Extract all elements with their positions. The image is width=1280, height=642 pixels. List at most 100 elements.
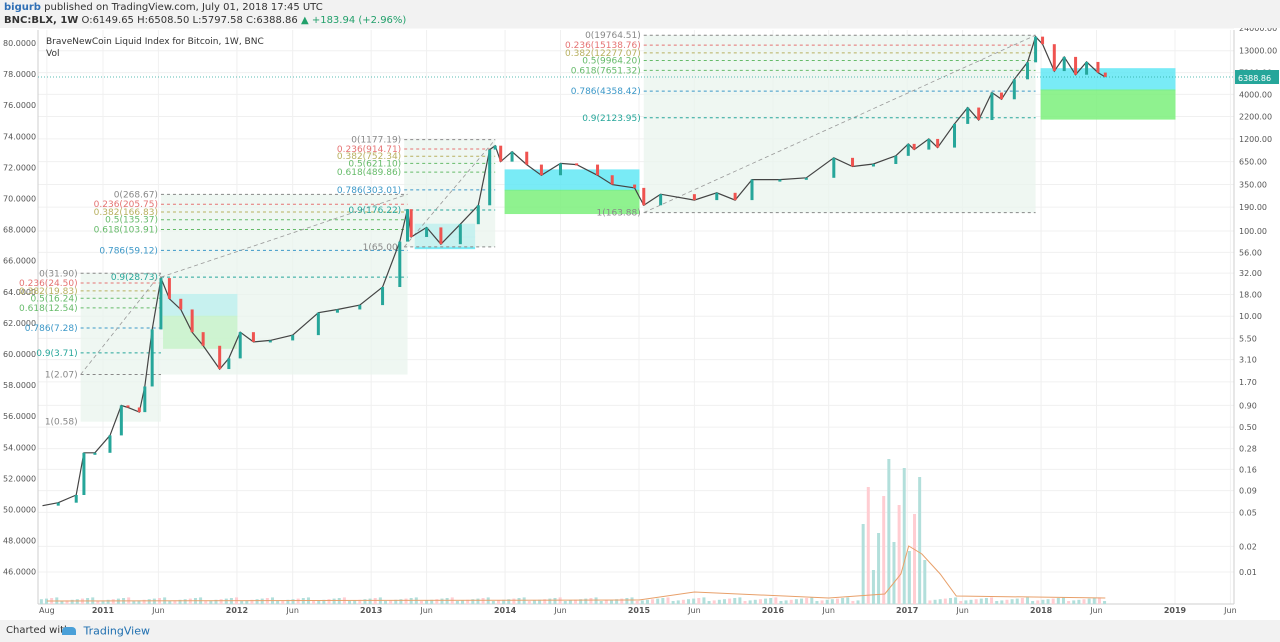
close-value: C:6388.86 (246, 15, 298, 26)
left-tick-label: 50.0000 (3, 506, 36, 515)
x-tick-label: Jun (285, 606, 299, 615)
right-tick-label: 0.16 (1239, 465, 1257, 474)
right-tick-label: 0.02 (1239, 542, 1257, 551)
fib-level-label: 0.9(3.71) (36, 349, 77, 359)
volume-bar (887, 459, 891, 604)
candle (778, 179, 782, 182)
volume-bar (1026, 597, 1030, 604)
fib-level-label: 0.786(303.01) (337, 186, 401, 196)
fib-level-label: 0.5(9964.20) (582, 57, 641, 67)
volume-bar (466, 599, 470, 604)
candle (227, 358, 231, 370)
candle (425, 227, 429, 237)
volume-bar (712, 600, 716, 604)
volume-bar (548, 598, 552, 604)
candle (575, 163, 579, 166)
volume-bar (738, 597, 742, 604)
right-tick-label: 24000.00 (1239, 28, 1277, 33)
candle (999, 92, 1003, 100)
volume-bar (815, 601, 819, 604)
candle (108, 435, 112, 453)
fib-level-label: 0.618(103.91) (94, 226, 158, 236)
volume-bar (866, 487, 870, 604)
volume-bar (589, 598, 593, 604)
volume-bar (579, 599, 583, 604)
right-tick-label: 3.10 (1239, 356, 1257, 365)
volume-bar (764, 598, 768, 604)
fib-zone (80, 273, 161, 422)
volume-bar (332, 598, 336, 604)
x-tick-label: 2015 (628, 606, 651, 615)
candle (1085, 61, 1089, 75)
price-chart[interactable]: 80.0000 78.0000 76.0000 74.0000 72.0000 70.00… (0, 28, 1280, 620)
volume-bar (830, 599, 834, 604)
volume-bar (440, 598, 444, 604)
candle (398, 241, 402, 288)
fib-trend-line (403, 139, 496, 248)
fib-level-label: 0.9(176.22) (348, 206, 401, 216)
volume-bar (204, 601, 208, 604)
volume-bar (676, 600, 680, 604)
volume-bar (75, 599, 79, 604)
left-tick-label: 76.0000 (3, 101, 36, 110)
candle (476, 205, 480, 225)
fib-level-label: 0.382(19.83) (19, 287, 78, 297)
volume-bar (188, 598, 192, 604)
volume-bar (260, 598, 264, 604)
volume-bar (45, 598, 49, 604)
fib-level-label: 0.236(24.50) (19, 279, 78, 289)
volume-bar (502, 599, 506, 604)
volume-bar (322, 599, 326, 604)
volume-bar (753, 599, 757, 604)
right-tick-label: 4000.00 (1239, 90, 1272, 99)
candle (927, 138, 931, 150)
candle (316, 312, 320, 336)
candle (358, 305, 362, 310)
candle (1096, 61, 1100, 73)
volume-bar (774, 597, 778, 604)
fib-level-label: 0.382(166.83) (94, 208, 158, 218)
volume-bar (353, 600, 357, 604)
author-link[interactable]: bigurb (4, 2, 41, 13)
volume-bar (142, 599, 146, 604)
volume-bar (276, 601, 280, 604)
volume-bar (784, 600, 788, 604)
volume-bar (348, 601, 352, 604)
volume-bar (363, 599, 367, 604)
candle (692, 194, 696, 201)
volume-bar (214, 599, 218, 604)
fib-level-label: 0(19764.51) (585, 31, 641, 41)
fib-level-label: 0(268.67) (114, 190, 158, 200)
volume-bar (394, 599, 398, 604)
tradingview-logo[interactable]: TradingView (62, 624, 150, 638)
candle (381, 287, 385, 306)
fib-trend-line (643, 34, 1036, 214)
volume-bar (106, 599, 110, 604)
volume-bar (959, 601, 963, 604)
volume-bar (805, 598, 809, 604)
volume-bar (455, 601, 459, 604)
volume-bar (1077, 599, 1081, 604)
candle (642, 187, 646, 206)
candle (179, 298, 183, 310)
volume-bar (435, 599, 439, 604)
volume-bar (661, 598, 665, 604)
left-tick-label: 78.0000 (3, 70, 36, 79)
candle (851, 157, 855, 167)
x-tick-label: 2012 (226, 606, 248, 615)
volume-bar (984, 598, 988, 604)
candle (1041, 36, 1045, 45)
ohlc-line: BNC:BLX, 1W O:6149.65 H:6508.50 L:5797.5… (4, 15, 406, 26)
volume-bar (327, 599, 331, 604)
volume-bar (733, 598, 737, 604)
x-tick-label: 2016 (762, 606, 785, 615)
candle (1026, 62, 1030, 80)
right-tick-label: 0.01 (1239, 568, 1257, 577)
volume-bar (630, 597, 634, 604)
candle (150, 329, 154, 387)
volume-bar (178, 599, 182, 604)
right-tick-label: 13000.00 (1239, 47, 1277, 56)
volume-bar (1103, 601, 1107, 604)
volume-bar (563, 601, 567, 604)
volume-bar (39, 599, 43, 604)
